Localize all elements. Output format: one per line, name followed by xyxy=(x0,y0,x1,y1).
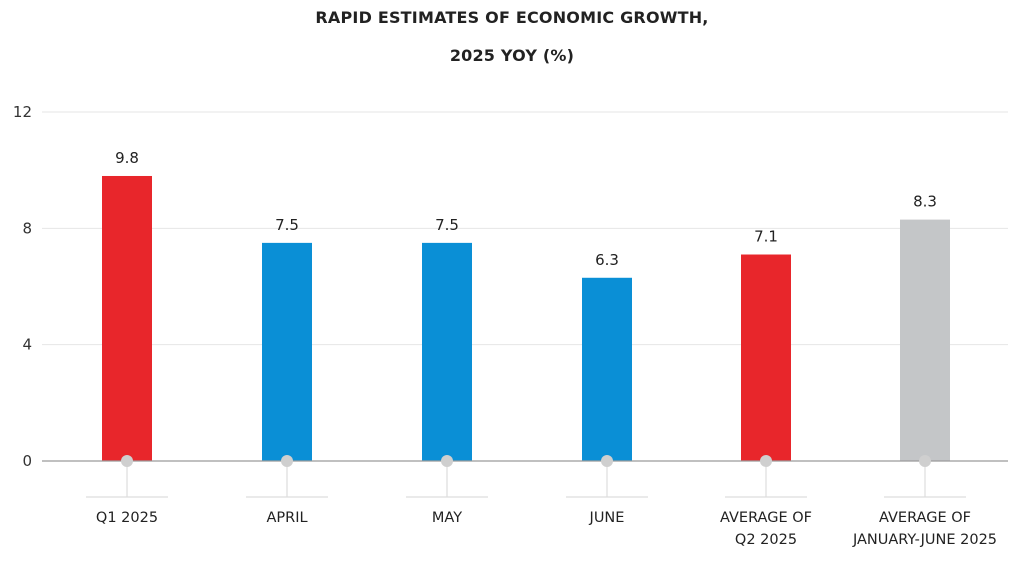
category-marker xyxy=(121,455,133,467)
x-tick-label: MAY xyxy=(432,510,462,526)
chart-title-line-2: 2025 YOY (%) xyxy=(449,46,575,65)
category-marker xyxy=(919,455,931,467)
category-marker xyxy=(281,455,293,467)
x-tick-label: Q2 2025 xyxy=(735,532,797,548)
bar xyxy=(422,242,472,461)
category-marker xyxy=(601,455,613,467)
x-tick-label: JANUARY-JUNE 2025 xyxy=(852,532,997,548)
data-label: 8.3 xyxy=(913,193,937,211)
y-tick-label: 8 xyxy=(22,219,32,237)
data-label: 7.1 xyxy=(754,228,778,246)
chart-title-line-1: RAPID ESTIMATES OF ECONOMIC GROWTH, xyxy=(315,8,709,27)
y-tick-label: 12 xyxy=(13,103,32,121)
bar xyxy=(900,219,950,461)
x-tick-label: AVERAGE OF xyxy=(879,510,971,526)
y-tick-label: 4 xyxy=(22,336,32,354)
category-marker xyxy=(760,455,772,467)
x-tick-label: Q1 2025 xyxy=(96,510,158,526)
data-label: 6.3 xyxy=(595,251,619,269)
x-tick-label: AVERAGE OF xyxy=(720,510,812,526)
bar xyxy=(582,277,632,461)
bar xyxy=(262,242,312,461)
bar xyxy=(741,254,791,461)
x-tick-label: JUNE xyxy=(589,510,625,526)
x-tick-label: APRIL xyxy=(266,510,307,526)
data-label: 7.5 xyxy=(275,216,299,234)
bar xyxy=(102,175,152,461)
category-marker xyxy=(441,455,453,467)
y-tick-label: 0 xyxy=(22,452,32,470)
data-label: 9.8 xyxy=(115,149,139,167)
data-label: 7.5 xyxy=(435,216,459,234)
